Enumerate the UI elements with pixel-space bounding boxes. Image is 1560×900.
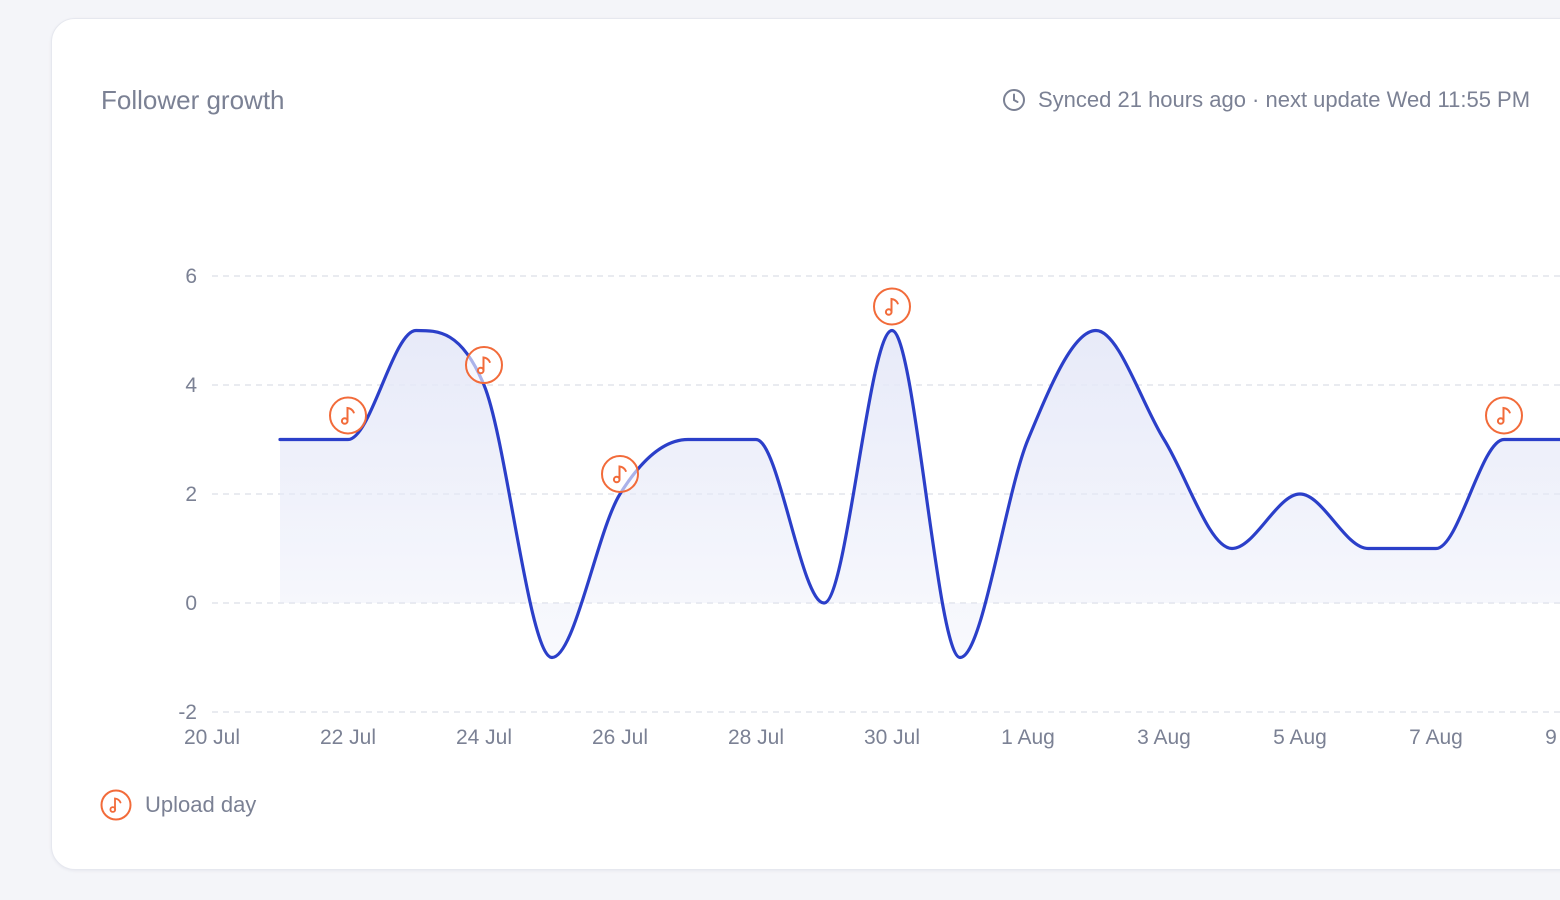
legend-label: Upload day [145, 792, 257, 817]
y-tick-label: 2 [185, 483, 197, 506]
follower-growth-chart: -2 0 2 4 6 20 Jul 22 Jul 24 Jul 26 Jul 28 Jul 30 J… [178, 265, 1560, 749]
x-tick-label: 26 Jul [592, 726, 648, 749]
x-tick-label: 1 Aug [1001, 726, 1055, 749]
x-tick-label: 30 Jul [864, 726, 920, 749]
music-note-icon [100, 789, 132, 821]
x-tick-label: 20 Jul [184, 726, 240, 749]
sync-text: Synced 21 hours ago · next update Wed 11… [1038, 87, 1531, 112]
x-tick-label: 3 Aug [1137, 726, 1191, 749]
sync-status: Synced 21 hours ago · next update Wed 11… [1002, 87, 1530, 113]
upload-marker[interactable] [1485, 396, 1523, 435]
series-line [278, 328, 1560, 660]
clock-icon [1002, 88, 1026, 112]
upload-marker[interactable] [873, 287, 911, 326]
x-tick-label: 24 Jul [456, 726, 512, 749]
y-tick-label: -2 [178, 701, 197, 724]
x-tick-label: 7 Aug [1409, 726, 1463, 749]
y-tick-label: 6 [185, 265, 197, 288]
x-tick-label: 28 Jul [728, 726, 784, 749]
upload-marker[interactable] [601, 455, 639, 493]
y-tick-label: 4 [185, 374, 197, 397]
follower-growth-card: Follower growth Synced 21 hours ago · ne… [51, 18, 1560, 870]
card-title: Follower growth [101, 85, 285, 115]
chart-legend: Upload day [100, 789, 256, 821]
series-area [280, 330, 1560, 658]
y-tick-label: 0 [185, 592, 197, 615]
x-tick-label: 22 Jul [320, 726, 376, 749]
upload-marker[interactable] [329, 396, 367, 435]
x-tick-label: 9 Aug [1545, 726, 1560, 749]
x-tick-label: 5 Aug [1273, 726, 1327, 749]
upload-marker[interactable] [465, 346, 503, 384]
